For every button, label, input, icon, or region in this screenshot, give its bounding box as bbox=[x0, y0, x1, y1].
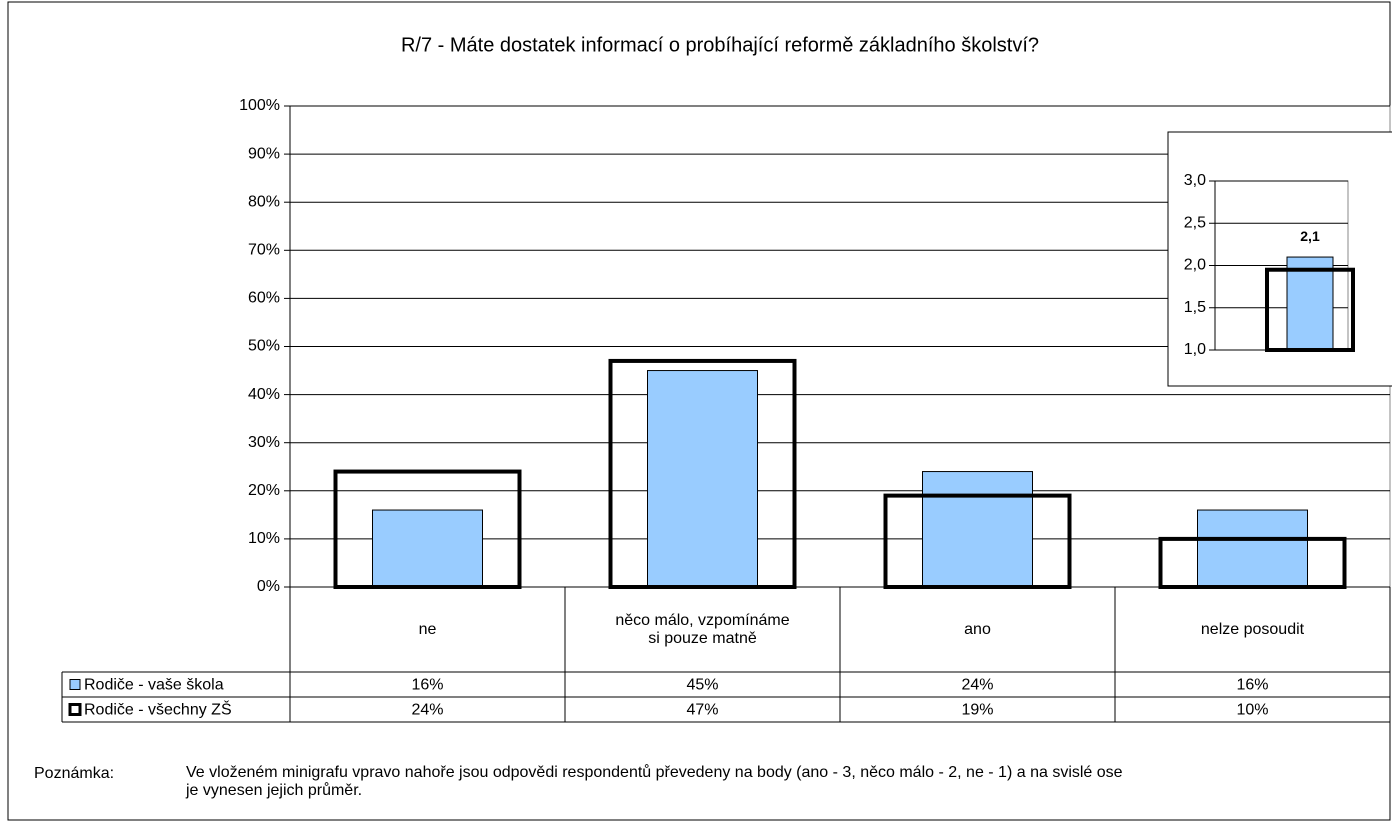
bar-outline bbox=[1158, 536, 1347, 590]
y-tick-label: 2,0 bbox=[1184, 257, 1206, 274]
chart-title: R/7 - Máte dostatek informací o probíhaj… bbox=[401, 34, 1039, 56]
bar bbox=[1286, 256, 1334, 351]
bar bbox=[372, 509, 483, 588]
y-tick-label: 1,0 bbox=[1184, 341, 1206, 358]
legend-label: Rodiče - vaše škola bbox=[84, 677, 224, 694]
y-tick-label: 70% bbox=[248, 242, 280, 259]
bar-outline bbox=[608, 358, 797, 589]
bar-outline bbox=[333, 469, 522, 589]
y-tick-label: 50% bbox=[248, 338, 280, 355]
x-tick-label: něco málo, vzpomínáme si pouze matně bbox=[615, 611, 790, 647]
legend-swatch bbox=[69, 679, 81, 690]
x-tick-label: ne bbox=[418, 620, 437, 638]
data-label: 2,1 bbox=[1300, 228, 1320, 244]
legend-swatch bbox=[68, 703, 82, 716]
bar-outline bbox=[883, 493, 1072, 589]
table-value: 19% bbox=[961, 702, 993, 719]
y-tick-label: 100% bbox=[239, 97, 280, 114]
y-tick-label: 0% bbox=[257, 578, 280, 595]
bar bbox=[1197, 509, 1308, 588]
y-tick-label: 10% bbox=[248, 530, 280, 547]
legend-label: Rodiče - všechny ZŠ bbox=[84, 700, 232, 719]
table-value: 16% bbox=[1236, 677, 1268, 694]
table-value: 24% bbox=[961, 677, 993, 694]
y-tick-label: 80% bbox=[248, 193, 280, 210]
bar bbox=[922, 471, 1033, 588]
x-tick-label: nelze posoudit bbox=[1200, 620, 1305, 638]
table-value: 24% bbox=[411, 702, 443, 719]
y-tick-label: 20% bbox=[248, 482, 280, 499]
table-value: 47% bbox=[686, 702, 718, 719]
x-tick-label: ano bbox=[964, 620, 991, 638]
y-tick-label: 2,5 bbox=[1184, 214, 1206, 231]
note-text: Ve vloženém minigrafu vpravo nahoře jsou… bbox=[186, 764, 1123, 799]
y-tick-label: 90% bbox=[248, 145, 280, 162]
y-tick-label: 40% bbox=[248, 386, 280, 403]
y-tick-label: 60% bbox=[248, 290, 280, 307]
note-label: Poznámka: bbox=[34, 765, 114, 782]
y-tick-label: 1,5 bbox=[1184, 299, 1206, 316]
bar bbox=[647, 370, 758, 588]
bar-outline bbox=[1265, 267, 1355, 353]
y-tick-label: 3,0 bbox=[1184, 172, 1206, 189]
table-value: 10% bbox=[1236, 702, 1268, 719]
table-value: 45% bbox=[686, 677, 718, 694]
y-tick-label: 30% bbox=[248, 434, 280, 451]
table-value: 16% bbox=[411, 677, 443, 694]
